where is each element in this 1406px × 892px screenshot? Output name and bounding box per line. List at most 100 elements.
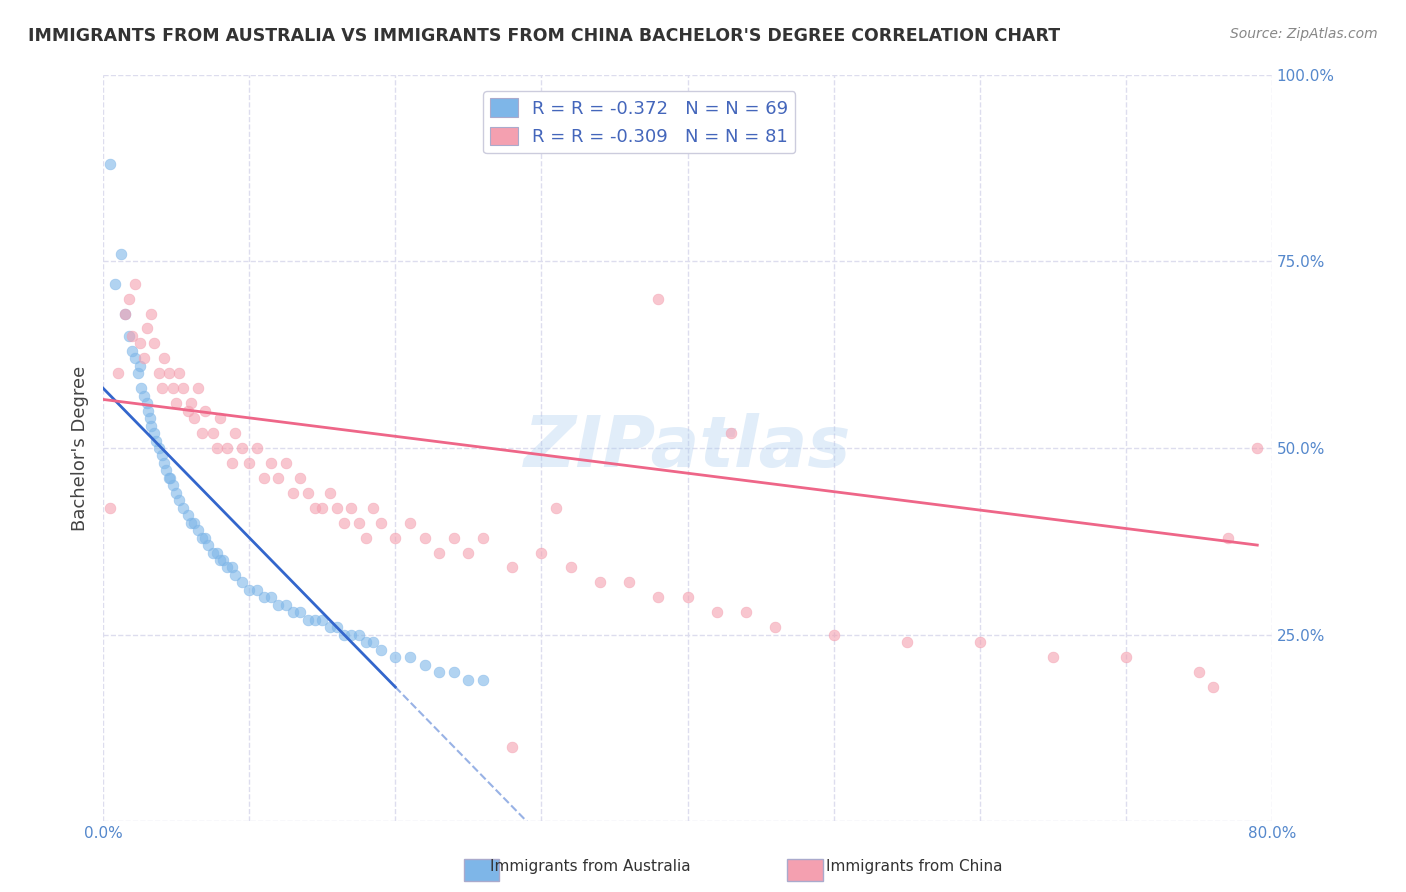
Point <box>245 441 267 455</box>
Point <box>735 605 758 619</box>
Point <box>172 381 194 395</box>
Point <box>333 628 356 642</box>
Point <box>427 545 450 559</box>
Point <box>217 560 239 574</box>
Point <box>231 575 253 590</box>
Point <box>129 381 152 395</box>
Point <box>127 366 149 380</box>
Point <box>177 508 200 523</box>
Point <box>290 605 312 619</box>
Point <box>165 396 187 410</box>
Text: Source: ZipAtlas.com: Source: ZipAtlas.com <box>1230 27 1378 41</box>
Point <box>274 598 297 612</box>
Point <box>318 485 340 500</box>
Point <box>318 620 340 634</box>
Point <box>191 425 214 440</box>
Point <box>443 665 465 679</box>
Point <box>136 321 159 335</box>
Point <box>413 657 436 672</box>
Point <box>205 545 228 559</box>
Point <box>267 598 290 612</box>
Point <box>187 523 209 537</box>
Point <box>617 575 640 590</box>
Point <box>720 425 742 440</box>
Point <box>311 613 333 627</box>
Point <box>706 605 728 619</box>
Point <box>118 292 141 306</box>
Point <box>326 500 349 515</box>
Point <box>121 343 143 358</box>
Point <box>136 396 159 410</box>
Legend: R = R = -0.372   N = N = 69, R = R = -0.309   N = N = 81: R = R = -0.372 N = N = 69, R = R = -0.30… <box>484 91 796 153</box>
Point <box>472 673 495 687</box>
Point <box>224 568 246 582</box>
Point <box>187 381 209 395</box>
Point <box>501 560 523 574</box>
Point <box>245 582 267 597</box>
Point <box>427 665 450 679</box>
Point <box>205 441 228 455</box>
Point <box>162 381 184 395</box>
Point <box>153 351 176 366</box>
Point <box>253 471 276 485</box>
Point <box>141 418 163 433</box>
Point <box>224 425 246 440</box>
Point <box>141 307 163 321</box>
Point <box>183 516 205 530</box>
Point <box>148 366 170 380</box>
Point <box>124 351 146 366</box>
Point <box>311 500 333 515</box>
Point <box>208 553 231 567</box>
Point <box>155 463 177 477</box>
Point <box>384 650 406 665</box>
Point <box>138 403 160 417</box>
Point <box>354 635 377 649</box>
Point <box>457 545 479 559</box>
Point <box>153 456 176 470</box>
Point <box>143 425 166 440</box>
Point <box>290 471 312 485</box>
Point <box>212 553 235 567</box>
Point <box>100 500 122 515</box>
Point <box>139 411 162 425</box>
Point <box>647 292 669 306</box>
Point <box>896 635 918 649</box>
Point <box>347 628 370 642</box>
Point <box>501 739 523 754</box>
Point <box>162 478 184 492</box>
Point <box>1216 531 1239 545</box>
Point <box>145 434 167 448</box>
Point <box>194 403 217 417</box>
Point <box>340 500 363 515</box>
Point <box>274 456 297 470</box>
Y-axis label: Bachelor's Degree: Bachelor's Degree <box>72 366 89 531</box>
Point <box>370 642 392 657</box>
Point <box>472 531 495 545</box>
Point <box>132 389 155 403</box>
Point <box>183 411 205 425</box>
Point <box>143 336 166 351</box>
Point <box>150 381 173 395</box>
Point <box>370 516 392 530</box>
Point <box>297 485 319 500</box>
Point <box>326 620 349 634</box>
Point <box>676 591 699 605</box>
Point <box>114 307 136 321</box>
Point <box>763 620 786 634</box>
Point <box>304 613 326 627</box>
Point <box>347 516 370 530</box>
Point <box>281 605 304 619</box>
Point <box>110 247 132 261</box>
Text: Immigrants from Australia: Immigrants from Australia <box>491 859 690 874</box>
Point <box>157 471 180 485</box>
Point <box>253 591 276 605</box>
Point <box>823 628 845 642</box>
Point <box>231 441 253 455</box>
Point <box>260 456 283 470</box>
Point <box>969 635 991 649</box>
Point <box>297 613 319 627</box>
Point <box>560 560 582 574</box>
Text: ZIPatlas: ZIPatlas <box>524 414 851 483</box>
Point <box>114 307 136 321</box>
Point <box>340 628 363 642</box>
